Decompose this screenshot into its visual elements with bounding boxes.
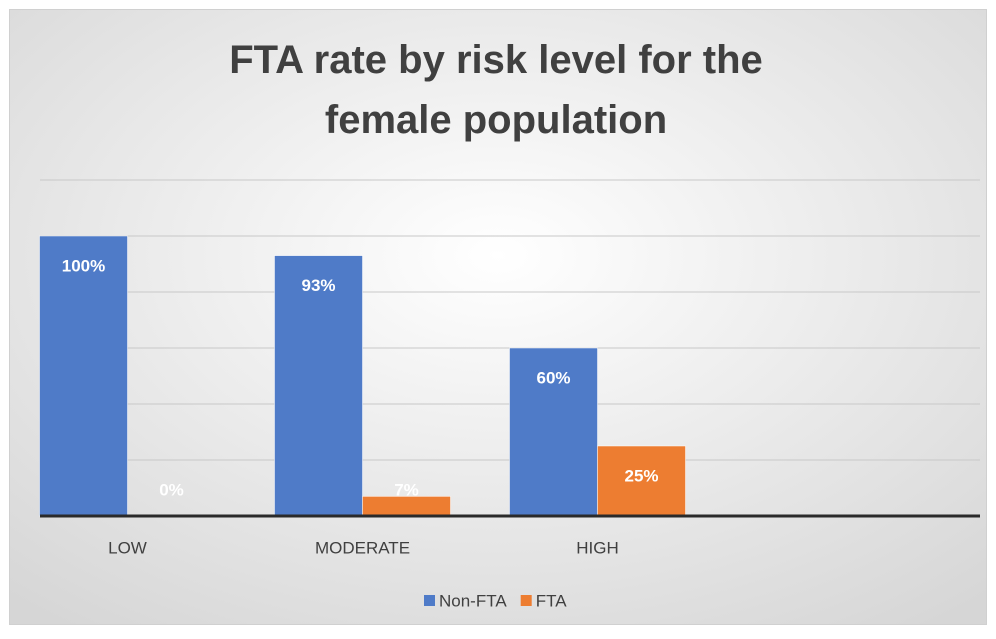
data-label: 7% <box>394 480 419 499</box>
bar <box>274 255 363 517</box>
data-label: 0% <box>159 480 184 499</box>
legend-swatch <box>424 595 435 606</box>
x-tick-label: LOW <box>108 538 147 557</box>
bar <box>597 445 686 517</box>
data-label: 25% <box>624 466 658 485</box>
legend-label: FTA <box>536 591 568 610</box>
legend-swatch <box>520 595 532 606</box>
x-tick-label: HIGH <box>576 538 619 557</box>
data-label: 60% <box>536 368 570 387</box>
data-label: 93% <box>301 276 335 295</box>
bar <box>509 347 598 517</box>
data-label: 100% <box>62 256 105 275</box>
x-tick-label: MODERATE <box>315 538 410 557</box>
bar <box>39 235 128 517</box>
legend-label: Non-FTA <box>439 591 507 610</box>
chart-title: FTA rate by risk level for the female pop… <box>229 38 763 142</box>
chart-area <box>9 9 987 625</box>
